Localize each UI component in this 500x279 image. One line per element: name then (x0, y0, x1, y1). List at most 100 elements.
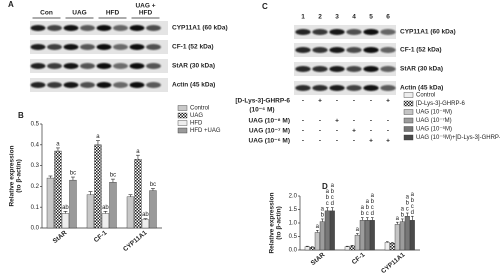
y-tick-label: 0.1 (31, 205, 40, 211)
bar (389, 243, 395, 251)
blot-band (47, 25, 62, 31)
blot-band (80, 25, 95, 31)
significance-letter: c (366, 211, 369, 217)
treatment-sign: - (353, 98, 355, 105)
y-tick-label: 0.0 (31, 226, 40, 232)
blot-band (30, 25, 46, 31)
significance-letter: a (361, 205, 365, 211)
lane-number: 2 (318, 14, 322, 21)
blot-band (113, 44, 128, 50)
bar (134, 159, 142, 229)
bar (61, 213, 70, 229)
y-axis-label: Relative expression (9, 145, 16, 206)
bar (329, 210, 335, 251)
blot-band (295, 47, 311, 53)
lane-label: HFD (139, 10, 153, 17)
lane-label: HFD (106, 10, 120, 17)
treatment-sign: - (370, 118, 372, 125)
significance-letter: b (321, 213, 325, 219)
y-tick-label: 2.0 (289, 194, 298, 200)
treatment-sign: + (386, 98, 390, 105)
treatment-sign: - (370, 98, 372, 105)
significance-letter: a (331, 183, 335, 189)
lane-number: 4 (352, 14, 356, 21)
y-tick-label: 0.5 (289, 234, 298, 240)
treatment-sign: - (302, 98, 304, 105)
y-tick-label: 0.4 (31, 142, 40, 148)
legend-label: UAG (10⁻⁶M)+[D-Lys-3]-GHRP-6 (416, 134, 500, 141)
significance-letter: a (396, 216, 400, 222)
significance-letter: b (401, 213, 405, 219)
blot-band (295, 85, 311, 91)
treatment-sign: - (387, 128, 389, 135)
legend-label: UAG (10⁻⁸M) (416, 109, 452, 116)
blot-band (346, 66, 362, 72)
legend-swatch (177, 120, 188, 126)
blot-band (346, 47, 362, 53)
legend-swatch (403, 134, 414, 141)
blot-band (47, 44, 62, 50)
treatment-sign: + (386, 138, 390, 145)
band-label: Actin (45 kDa) (172, 82, 215, 89)
significance-letter: a (401, 207, 405, 213)
bar (149, 190, 157, 229)
legend-label: Control (190, 106, 209, 112)
bar (69, 179, 77, 229)
blot-band (113, 63, 128, 69)
panel-label: D (322, 182, 328, 191)
legend-label: UAG (10⁻⁷M) (416, 117, 452, 124)
legend-swatch (403, 100, 414, 107)
blot-band (363, 66, 379, 72)
treatment-sign: - (387, 118, 389, 125)
x-tick-label: StAR (310, 251, 327, 267)
bar (354, 234, 360, 251)
bar (304, 246, 310, 251)
significance-letter: a (96, 134, 100, 140)
band-label: CF-1 (52 kDa) (172, 44, 214, 51)
y-axis-label: (to β-actin) (276, 206, 283, 240)
significance-letter: a (316, 224, 320, 230)
legend-label: UAG (10⁻⁶M) (416, 126, 452, 133)
lane-label: UAG (72, 10, 86, 17)
significance-letter: a (406, 195, 410, 201)
x-tick-label: CF-1 (351, 251, 367, 266)
significance-letter: d (331, 201, 334, 207)
legend-label: Control (416, 93, 435, 99)
treatment-label: UAG (10⁻⁷ M) (249, 128, 290, 135)
bar (349, 245, 355, 251)
treatment-sign: - (319, 138, 321, 145)
band-label: CYP11A1 (60 kDa) (400, 29, 456, 36)
significance-letter: a (366, 199, 370, 205)
blot-band (363, 85, 379, 91)
blot-band (312, 47, 328, 53)
band-label: StAR (30 kDa) (400, 66, 443, 73)
legend-label: HFD +UAG (190, 128, 221, 134)
panel-label: C (262, 2, 268, 11)
x-tick-label: StAR (52, 229, 69, 245)
blot-band (47, 63, 62, 69)
legend-swatch (403, 92, 414, 98)
blot-band (63, 25, 79, 31)
significance-letter: b (406, 201, 410, 207)
blot-band (96, 63, 112, 69)
x-tick-label: CYP11A1 (380, 251, 407, 275)
band-label: CF-1 (52 kDa) (400, 47, 442, 54)
blot-band (80, 63, 95, 69)
blot-band (329, 85, 345, 91)
bar (369, 220, 375, 251)
treatment-sublabel: (10⁻⁶ M) (249, 107, 274, 114)
blot-band (47, 82, 62, 88)
treatment-label: UAG (10⁻⁸ M) (248, 118, 290, 125)
y-tick-label: 0.0 (289, 248, 298, 254)
band-label: StAR (30 kDa) (172, 63, 215, 70)
blot-band (129, 44, 145, 50)
significance-letter: d (371, 211, 374, 217)
bar (394, 224, 400, 251)
bar (141, 219, 150, 229)
blot-band (380, 47, 396, 53)
bar (314, 232, 320, 251)
blot-band (146, 44, 161, 50)
treatment-sign: - (336, 98, 338, 105)
y-tick-label: 0.5 (31, 122, 40, 128)
